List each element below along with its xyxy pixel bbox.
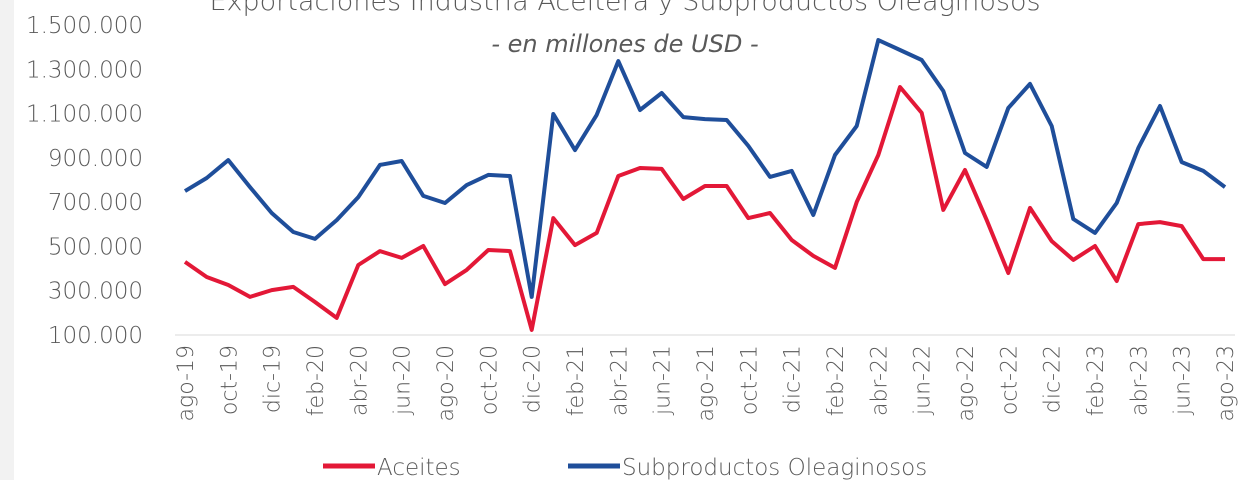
x-tick-label: ago-21: [694, 345, 719, 421]
x-tick-label: jun-21: [651, 345, 676, 416]
y-tick-label: 900.000: [48, 146, 143, 172]
x-tick-label: feb-22: [824, 345, 849, 416]
y-tick-label: 1.300.000: [26, 57, 143, 83]
x-tick-label: jun-20: [391, 345, 416, 416]
legend-label: Aceites: [377, 455, 461, 480]
x-tick-label: abr-20: [347, 345, 372, 416]
x-tick-label: feb-21: [564, 345, 589, 416]
y-tick-label: 1.500.000: [26, 13, 143, 39]
x-tick-label: oct-21: [737, 345, 762, 415]
chart-subtitle: - en millones de USD -: [491, 30, 758, 58]
x-tick-label: oct-20: [477, 345, 502, 415]
x-tick-label: oct-19: [217, 345, 242, 415]
chart-title: Exportaciones Industria Aceitera y Subpr…: [209, 0, 1040, 17]
y-tick-label: 1.100.000: [26, 102, 143, 128]
x-tick-label: feb-20: [304, 345, 329, 416]
x-tick-label: ago-20: [434, 345, 459, 421]
legend-label: Subproductos Oleaginosos: [622, 455, 927, 480]
x-tick-label: dic-20: [521, 345, 546, 413]
x-tick-label: ago-19: [174, 345, 199, 421]
x-tick-label: abr-23: [1127, 345, 1152, 416]
x-tick-label: jun-22: [911, 345, 936, 416]
x-tick-label: abr-22: [867, 345, 892, 416]
x-tick-label: dic-21: [781, 345, 806, 413]
side-strip: [0, 0, 14, 480]
y-tick-label: 100.000: [48, 323, 143, 349]
x-tick-label: oct-22: [997, 345, 1022, 415]
y-tick-label: 300.000: [48, 279, 143, 305]
x-tick-label: dic-19: [261, 345, 286, 413]
x-tick-label: abr-21: [607, 345, 632, 416]
y-tick-label: 700.000: [48, 190, 143, 216]
series-line: [183, 85, 1225, 332]
x-tick-label: ago-22: [954, 345, 979, 421]
y-tick-label: 500.000: [48, 234, 143, 260]
x-tick-label: jun-23: [1171, 345, 1196, 416]
x-tick-label: dic-22: [1041, 345, 1066, 413]
x-tick-label: feb-23: [1084, 345, 1109, 416]
series-line: [183, 38, 1227, 299]
x-tick-label: ago-23: [1214, 345, 1239, 421]
